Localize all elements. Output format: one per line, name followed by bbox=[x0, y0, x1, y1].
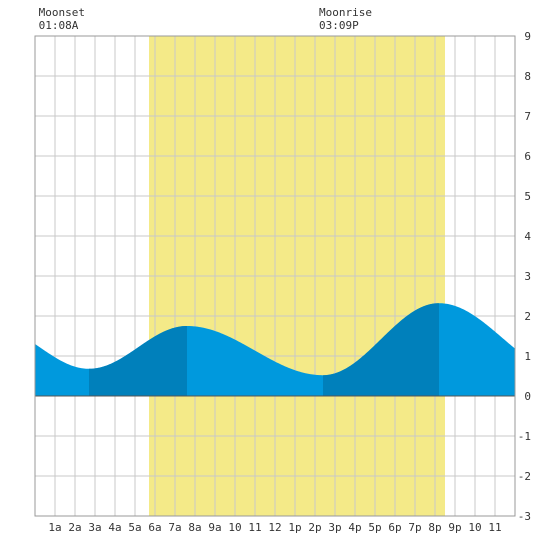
y-tick-label: 0 bbox=[524, 390, 531, 403]
y-tick-label: 1 bbox=[524, 350, 531, 363]
x-tick-label: 1p bbox=[288, 521, 301, 534]
x-tick-label: 2p bbox=[308, 521, 321, 534]
x-tick-label: 6p bbox=[388, 521, 401, 534]
x-tick-label: 10 bbox=[468, 521, 481, 534]
x-tick-label: 4a bbox=[108, 521, 121, 534]
y-tick-label: 8 bbox=[524, 70, 531, 83]
x-tick-label: 3a bbox=[88, 521, 101, 534]
x-tick-label: 8a bbox=[188, 521, 201, 534]
y-tick-label: -1 bbox=[518, 430, 531, 443]
y-tick-label: 7 bbox=[524, 110, 531, 123]
y-tick-label: 9 bbox=[524, 30, 531, 43]
y-tick-label: 4 bbox=[524, 230, 531, 243]
x-tick-label: 3p bbox=[328, 521, 341, 534]
x-tick-label: 2a bbox=[68, 521, 81, 534]
plot-border bbox=[34, 35, 516, 517]
x-tick-label: 7p bbox=[408, 521, 421, 534]
x-tick-label: 12 bbox=[268, 521, 281, 534]
moon-event-label: Moonset bbox=[39, 6, 85, 19]
x-tick-label: 9a bbox=[208, 521, 221, 534]
y-tick-label: -3 bbox=[518, 510, 531, 523]
tide-area-rising bbox=[323, 303, 439, 396]
x-tick-label: 4p bbox=[348, 521, 361, 534]
moon-event-time: 01:08A bbox=[39, 19, 79, 32]
x-tick-label: 6a bbox=[148, 521, 161, 534]
x-tick-label: 9p bbox=[448, 521, 461, 534]
x-tick-label: 7a bbox=[168, 521, 181, 534]
tide-area-rising bbox=[89, 326, 187, 396]
y-tick-label: 3 bbox=[524, 270, 531, 283]
y-tick-label: -2 bbox=[518, 470, 531, 483]
moon-event-time: 03:09P bbox=[319, 19, 359, 32]
x-tick-label: 10 bbox=[228, 521, 241, 534]
x-tick-label: 5a bbox=[128, 521, 141, 534]
y-tick-label: 6 bbox=[524, 150, 531, 163]
x-tick-label: 8p bbox=[428, 521, 441, 534]
y-tick-label: 5 bbox=[524, 190, 531, 203]
y-tick-label: 2 bbox=[524, 310, 531, 323]
x-tick-label: 5p bbox=[368, 521, 381, 534]
x-tick-label: 1a bbox=[48, 521, 61, 534]
x-tick-label: 11 bbox=[248, 521, 261, 534]
moon-event-label: Moonrise bbox=[319, 6, 372, 19]
x-tick-label: 11 bbox=[488, 521, 501, 534]
